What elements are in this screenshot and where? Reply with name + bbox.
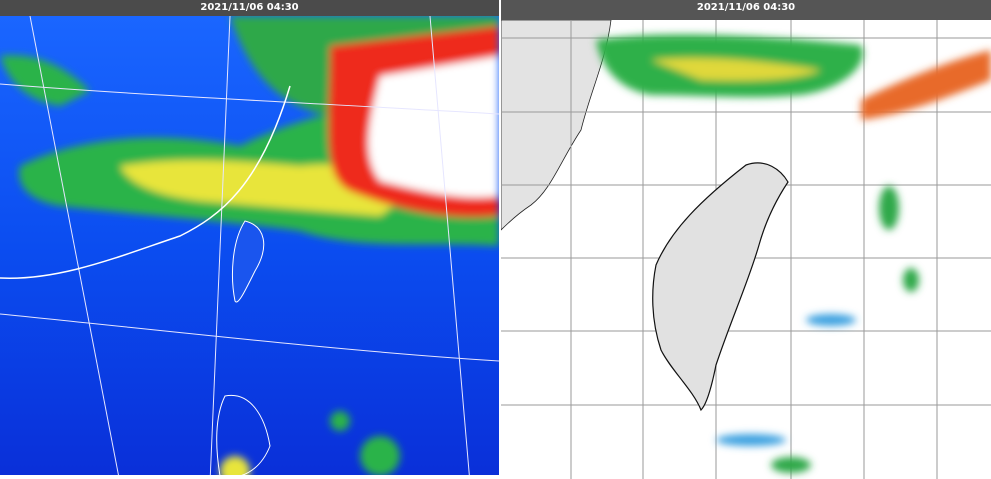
timestamp-header: 2021/11/06 04:30 [0, 0, 499, 20]
satellite-panel: 2021/11/06 04:30 [0, 0, 499, 475]
timestamp: 2021/11/06 04:30 [696, 2, 796, 13]
satellite-image [0, 16, 499, 475]
timestamp: 2021/11/06 04:30 [200, 2, 299, 13]
radar-image [501, 20, 991, 479]
radar-panel: 2021/11/06 04:30 [501, 0, 991, 479]
timestamp-header: 2021/11/06 04:30 [501, 0, 991, 20]
